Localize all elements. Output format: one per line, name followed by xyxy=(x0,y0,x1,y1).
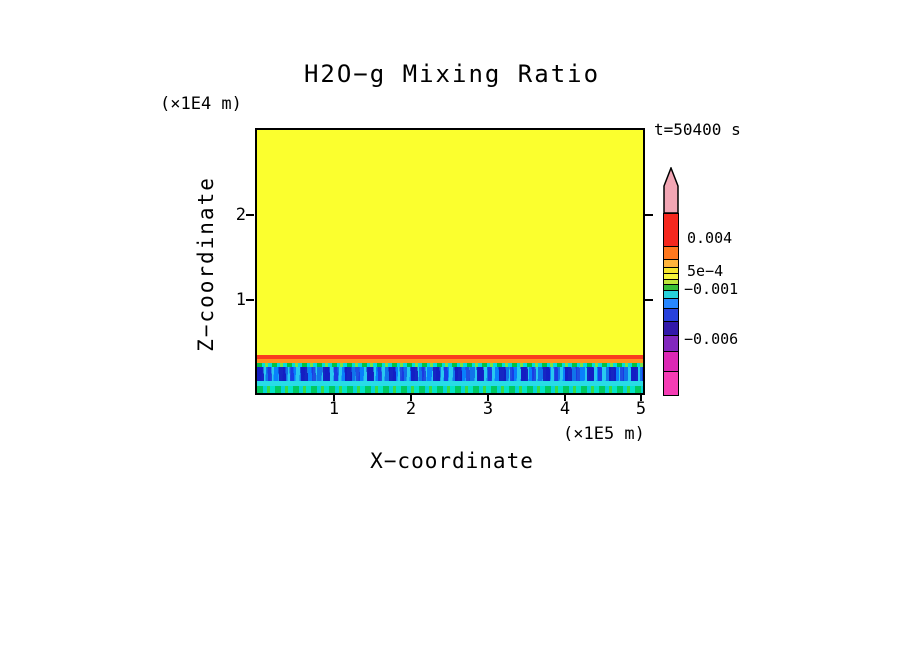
plot-area xyxy=(255,128,645,395)
colorbar-segment-yellow-2 xyxy=(664,273,678,279)
y-axis-unit: (×1E4 m) xyxy=(160,94,242,114)
x-tick-label-5: 5 xyxy=(635,399,647,419)
time-annotation: t=50400 s xyxy=(654,120,741,139)
colorbar-segment-magenta xyxy=(664,351,678,371)
band-strip-turbulent-blue xyxy=(257,367,643,381)
x-tick-label-2: 2 xyxy=(405,399,417,419)
surface-band xyxy=(257,355,643,393)
x-tickmark xyxy=(333,395,335,401)
colorbar-segment-cyan xyxy=(664,290,678,298)
y-tick-label-1: 1 xyxy=(235,290,246,310)
x-tick-label-3: 3 xyxy=(482,399,494,419)
band-strip-red-line xyxy=(257,355,643,359)
band-strip-orange-line xyxy=(257,359,643,363)
chart-title: H2O−g Mixing Ratio xyxy=(303,60,601,88)
colorbar-segments xyxy=(663,213,679,396)
colorbar-segment-green xyxy=(664,284,678,290)
x-tick-label-1: 1 xyxy=(328,399,340,419)
x-tickmark xyxy=(640,395,642,401)
colorbar-label: 0.004 xyxy=(687,229,733,247)
colorbar-segment-yellow-1 xyxy=(664,267,678,273)
y-tickmark-left xyxy=(246,214,254,216)
colorbar-segment-purple xyxy=(664,335,678,351)
colorbar-label: −0.001 xyxy=(684,280,739,298)
colorbar-label: −0.006 xyxy=(684,330,739,348)
x-tickmark xyxy=(564,395,566,401)
y-tickmark-right xyxy=(645,214,653,216)
band-strip-green-speckle-top xyxy=(257,363,643,367)
band-strip-green-speckle-bottom xyxy=(257,386,643,393)
y-axis-label: Z−coordinate xyxy=(194,176,218,352)
colorbar-segment-red xyxy=(664,214,678,246)
colorbar-segment-gold xyxy=(664,259,678,267)
y-tickmark-right xyxy=(645,299,653,301)
y-tick-label-2: 2 xyxy=(235,205,246,225)
x-tickmark xyxy=(410,395,412,401)
colorbar-segment-pink xyxy=(664,371,678,395)
colorbar-segment-blue xyxy=(664,308,678,321)
colorbar-segment-yellow-green xyxy=(664,279,678,284)
band-strip-cyan-line xyxy=(257,381,643,386)
x-tickmark xyxy=(487,395,489,401)
x-tick-label-4: 4 xyxy=(559,399,571,419)
y-tickmark-left xyxy=(246,299,254,301)
colorbar-arrow-icon xyxy=(663,167,679,214)
colorbar-segment-orange xyxy=(664,246,678,259)
x-axis-unit: (×1E5 m) xyxy=(563,424,645,444)
colorbar-segment-sky-blue xyxy=(664,298,678,308)
colorbar-segment-navy xyxy=(664,321,678,335)
colorbar-label: 5e−4 xyxy=(687,262,724,280)
x-axis-label: X−coordinate xyxy=(370,449,534,473)
